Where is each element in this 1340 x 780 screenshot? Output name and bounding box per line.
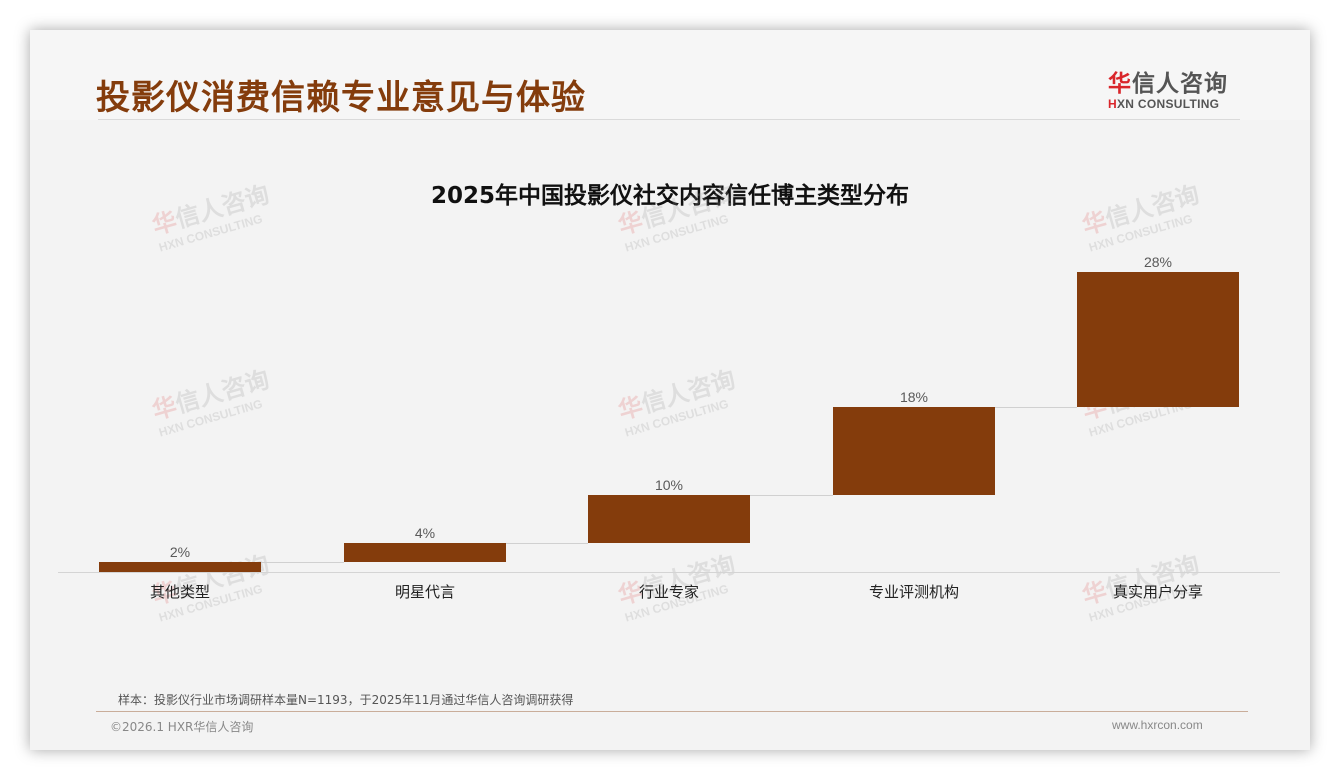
bar-4 (833, 407, 995, 495)
connector-line (750, 495, 833, 496)
category-label: 专业评测机构 (868, 583, 959, 601)
connector-line (261, 562, 344, 563)
connector-line (995, 407, 1077, 408)
title-divider (98, 119, 1240, 120)
chart-title: 2025年中国投影仪社交内容信任博主类型分布 (430, 183, 909, 209)
category-label: 真实用户分享 (1112, 583, 1203, 601)
category-label: 行业专家 (638, 583, 699, 601)
company-logo: 华信人咨询 HXN CONSULTING (1108, 64, 1242, 111)
x-axis-line (58, 572, 1280, 573)
connector-line (506, 543, 588, 544)
header-band (30, 30, 1310, 120)
bar-2 (344, 542, 506, 563)
slide: 投影仪消费信赖专业意见与体验 华信人咨询 HXN CONSULTING 2025… (30, 30, 1310, 750)
logo-english: HXN CONSULTING (1108, 97, 1220, 111)
footer-divider (96, 711, 1248, 712)
logo-chinese: 华信人咨询 (1108, 71, 1228, 97)
copyright-text: ©2026.1 HXR华信人咨询 (110, 720, 254, 734)
website-link[interactable]: www.hxrcon.com (1112, 718, 1203, 732)
bar-value-label: 10% (654, 476, 684, 493)
bar-value-label: 4% (414, 524, 436, 541)
category-label: 其他类型 (149, 583, 210, 601)
bar-value-label: 2% (169, 544, 191, 561)
category-label: 明星代言 (394, 583, 455, 601)
sample-note: 样本：投影仪行业市场调研样本量N=1193，于2025年11月通过华信人咨询调研… (118, 693, 574, 707)
page-title: 投影仪消费信赖专业意见与体验 (96, 78, 586, 118)
bar-5 (1077, 271, 1239, 408)
bar-3 (588, 494, 750, 543)
bar-1 (99, 562, 261, 572)
bar-value-label: 18% (899, 389, 929, 406)
bar-value-label: 28% (1143, 253, 1173, 270)
